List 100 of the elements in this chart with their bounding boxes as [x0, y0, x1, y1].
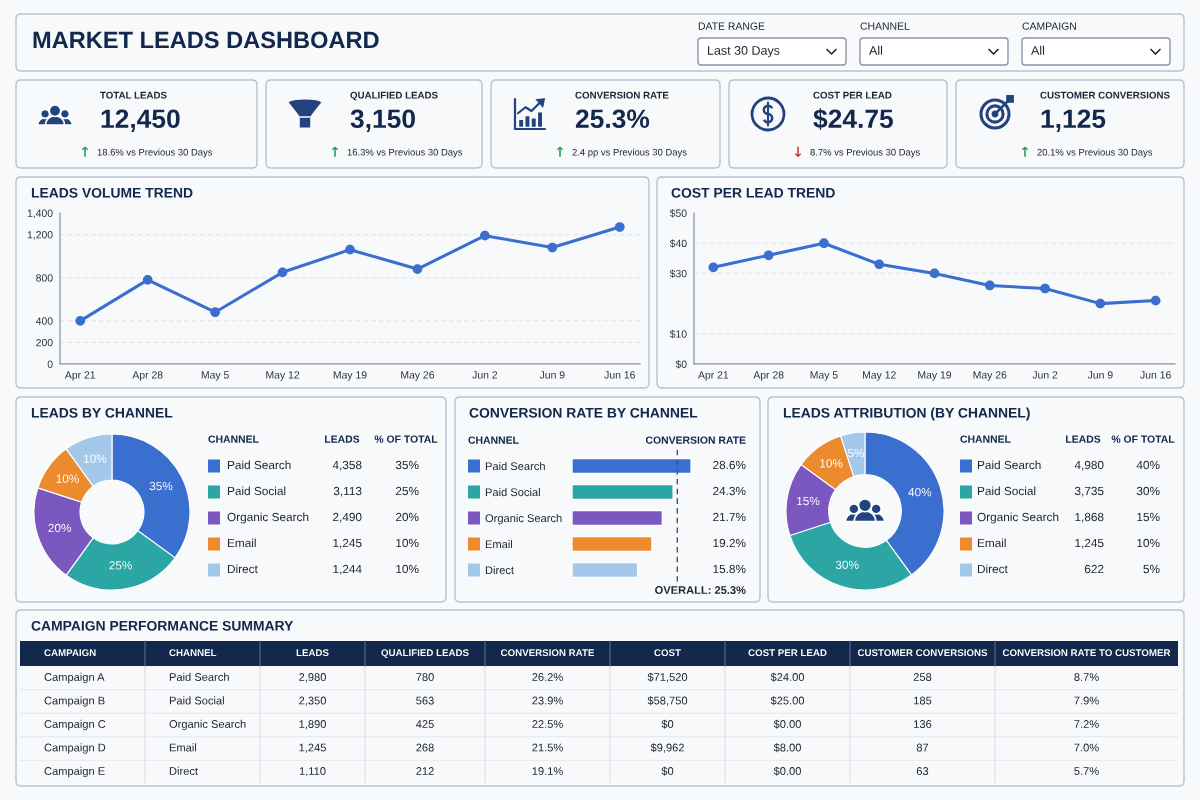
text: ↑	[81, 146, 89, 157]
legend-title: CHANNEL	[208, 435, 259, 443]
text: COST PER LEAD	[813, 91, 892, 99]
x-tick-label: May 5	[201, 371, 229, 381]
y-tick-label: $40	[669, 239, 687, 248]
text: 26.2%	[532, 673, 563, 681]
text: Email	[169, 743, 197, 752]
text: 7.9%	[1074, 696, 1099, 705]
x-tick-label: Apr 28	[132, 371, 163, 381]
category-label: CUSTOMER CONVERSIONS	[857, 649, 988, 657]
text: Campaign C	[44, 719, 106, 731]
bar	[572, 457, 692, 475]
text: 780	[416, 673, 434, 681]
data-label: 10%	[84, 454, 107, 463]
text: $25.00	[770, 696, 805, 706]
text: 15%	[1137, 512, 1160, 522]
text: CUSTOMER CONVERSIONS	[1040, 91, 1170, 99]
text: 23.9%	[532, 696, 563, 705]
point	[819, 238, 829, 249]
point	[210, 307, 220, 318]
y-tick-label: Email	[485, 539, 513, 549]
text: $0.00	[773, 766, 801, 776]
text: 8.7%	[1074, 673, 1099, 681]
x-tick-label: Jun 16	[1140, 371, 1171, 379]
x-tick-label: Jun 2	[472, 371, 498, 379]
text: CAMPAIGN PERFORMANCE SUMMARY	[31, 620, 294, 631]
data-label: 21.7%	[713, 512, 746, 522]
text: 4,358	[332, 460, 362, 471]
x-tick-label: Jun 9	[539, 371, 565, 379]
text: % OF TOTAL	[374, 435, 438, 443]
text: 1,890	[299, 720, 326, 730]
text: CAMPAIGN	[1022, 22, 1076, 30]
text: 2,490	[333, 512, 362, 523]
text: LEADS	[325, 435, 360, 443]
text: MARKET LEADS DASHBOARD	[33, 31, 379, 49]
text: 40%	[1136, 460, 1160, 470]
text: 1,245	[299, 743, 326, 753]
text: $8.00	[773, 743, 801, 753]
legend-label: Paid Search	[227, 460, 291, 470]
text: 12,450	[101, 109, 180, 132]
data-label: 24.3%	[713, 486, 746, 496]
legend-label: Direct	[977, 564, 1008, 574]
data-label: 15%	[797, 496, 820, 506]
text: 1,245	[333, 538, 362, 549]
text: Campaign E	[44, 766, 105, 778]
ref-line-label: OVERALL: 25.3%	[655, 586, 746, 594]
point	[874, 259, 885, 270]
text: 1,868	[1075, 512, 1104, 523]
x-tick-label: May 26	[973, 371, 1007, 381]
text: 563	[416, 696, 434, 705]
x-tick-label: Apr 21	[64, 371, 96, 381]
bar	[572, 535, 653, 553]
point	[345, 244, 355, 255]
point	[480, 230, 490, 241]
y-tick-label: 0	[47, 360, 53, 368]
category-label: CAMPAIGN	[44, 649, 96, 657]
text: All	[1031, 45, 1045, 55]
text: $58,750	[647, 696, 688, 706]
text: 425	[415, 720, 434, 728]
text: 212	[416, 767, 434, 775]
legend-label: Email	[977, 538, 1006, 548]
text: 22.5%	[532, 720, 563, 728]
text: 136	[914, 720, 932, 728]
text: 3,113	[333, 486, 362, 497]
data-label: 40%	[908, 487, 932, 497]
y-tick-label: Paid Search	[485, 461, 545, 471]
y-tick-label: 1,400	[27, 209, 53, 219]
text: Organic Search	[169, 719, 246, 731]
data-label: 19.2%	[713, 538, 746, 548]
text: 35%	[395, 460, 419, 470]
point	[1040, 283, 1050, 294]
text: 30%	[1136, 486, 1160, 496]
category-label: LEADS	[296, 649, 329, 657]
point	[412, 264, 423, 274]
category-label: QUALIFIED LEADS	[381, 649, 469, 658]
text: 20.1% vs Previous 30 Days	[1037, 148, 1153, 158]
category-label: COST	[654, 649, 681, 657]
text: LEADS	[1066, 435, 1101, 443]
text: $24.00	[770, 672, 805, 682]
text: 1,244	[333, 564, 362, 575]
point	[763, 250, 774, 261]
text: $0	[661, 766, 674, 776]
text: 2,350	[299, 696, 326, 706]
text: $0.00	[773, 719, 801, 729]
category-label: COST PER LEAD	[748, 649, 827, 657]
text: 25.3%	[575, 109, 650, 129]
text: 20%	[395, 512, 419, 522]
x-tick-label: May 26	[401, 371, 435, 381]
text: Paid Social	[169, 696, 224, 705]
point	[277, 267, 288, 278]
text: 2,980	[299, 673, 326, 683]
text: Campaign D	[44, 743, 106, 754]
text: 10%	[1137, 538, 1160, 548]
x-tick-label: May 12	[862, 371, 896, 381]
x-tick-label: May 5	[810, 371, 838, 381]
text: 3,150	[350, 109, 415, 132]
point	[708, 262, 719, 273]
chart-title: LEADS VOLUME TREND	[31, 187, 193, 198]
chart-title: LEADS ATTRIBUTION (BY CHANNEL)	[783, 407, 1030, 421]
chart-title: CONVERSION RATE BY CHANNEL	[469, 407, 698, 418]
